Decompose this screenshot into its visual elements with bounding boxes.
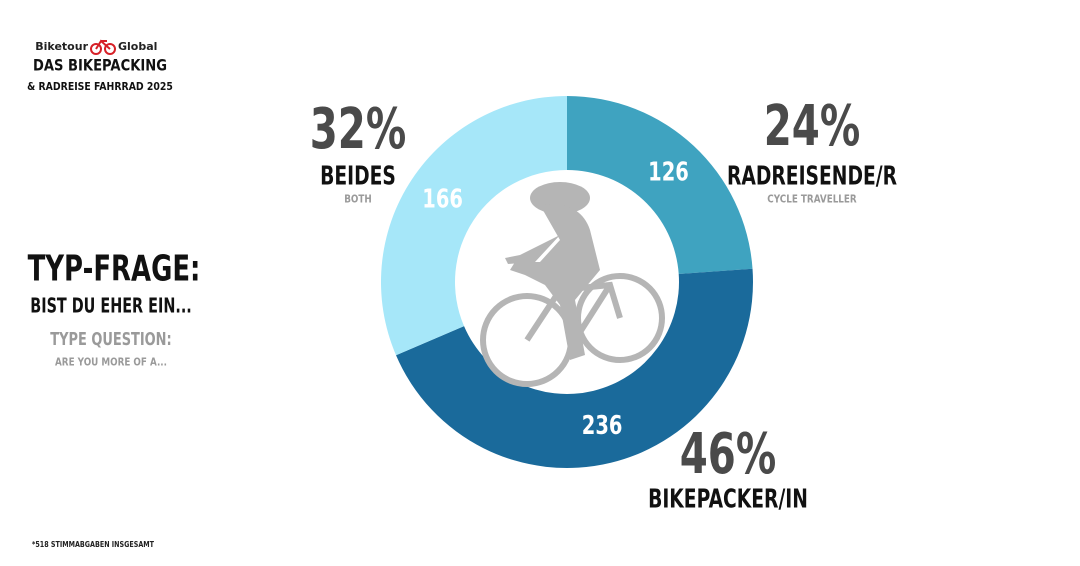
- donut-slice: [567, 96, 753, 275]
- share-label: 24%: [764, 93, 860, 158]
- question-text-en: ARE YOU MORE OF A...: [55, 356, 167, 368]
- brand-bike-icon: [90, 39, 116, 55]
- category-label: RADREISENDE/R: [727, 162, 897, 192]
- share-label: 46%: [680, 421, 776, 486]
- brand-subtitle: & RADREISE FAHRRAD 2025: [27, 82, 173, 94]
- question-title: TYP-FRAGE:: [28, 248, 201, 289]
- footnote: *518 STIMMABGABEN INSGESAMT: [32, 539, 154, 549]
- question-title-en: TYPE QUESTION:: [50, 328, 171, 350]
- category-translation: BOTH: [344, 193, 372, 205]
- question-text: BIST DU EHER EIN...: [30, 296, 192, 319]
- brand-title: DAS BIKEPACKING: [33, 56, 167, 75]
- brand: Biketour Global DAS BIKEPACKING & RADREI…: [27, 39, 173, 94]
- brand-name: Global: [118, 40, 157, 53]
- donut-slice: [381, 96, 567, 356]
- brand-name: Biketour: [35, 40, 88, 53]
- cyclist-silhouette: [480, 182, 665, 387]
- value-label: 166: [422, 185, 463, 214]
- value-label: 126: [648, 158, 689, 187]
- value-label: 236: [582, 412, 623, 441]
- donut: 126 236 166: [381, 96, 754, 468]
- donut-slice: [396, 268, 754, 468]
- category-label: BEIDES: [320, 162, 396, 192]
- share-label: 32%: [310, 96, 406, 161]
- category-label: BIKEPACKER/IN: [648, 485, 808, 515]
- question: TYP-FRAGE: BIST DU EHER EIN... TYPE QUES…: [28, 248, 201, 368]
- category-translation: CYCLE TRAVELLER: [767, 193, 857, 205]
